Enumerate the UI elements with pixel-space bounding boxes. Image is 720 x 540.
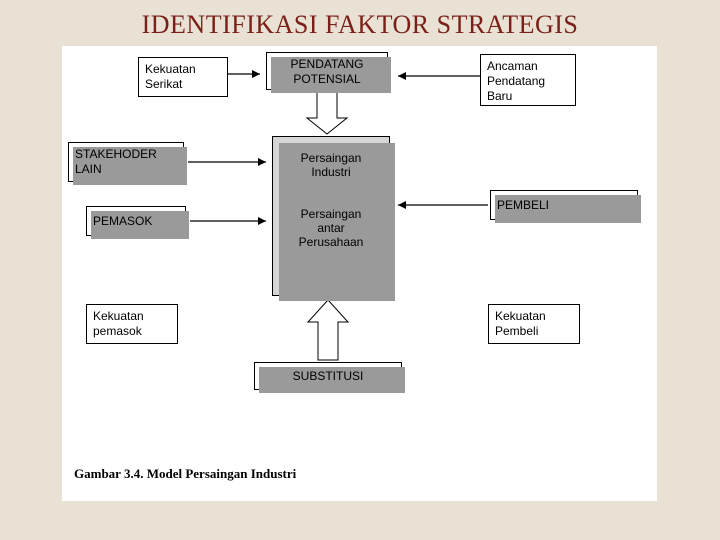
box-pembeli: PEMBELI bbox=[490, 190, 638, 220]
figure-caption: Gambar 3.4. Model Persaingan Industri bbox=[74, 466, 296, 482]
diagram-area: KekuatanSerikat PENDATANGPOTENSIAL Ancam… bbox=[62, 46, 657, 501]
box-kekuatan-serikat: KekuatanSerikat bbox=[138, 57, 228, 97]
arrow-bottom-up bbox=[308, 300, 348, 360]
arrow-top-down bbox=[307, 92, 347, 134]
label: AncamanPendatangBaru bbox=[487, 59, 545, 103]
arrow-serikat-right bbox=[228, 70, 260, 78]
slide-title: IDENTIFIKASI FAKTOR STRATEGIS bbox=[0, 10, 720, 40]
box-kekuatan-pemasok: Kekuatanpemasok bbox=[86, 304, 178, 344]
arrow-pembeli-left bbox=[398, 201, 488, 209]
arrow-pemasok-right bbox=[190, 217, 266, 225]
box-substitusi: SUBSTITUSI bbox=[254, 362, 402, 390]
box-kekuatan-pembeli: KekuatanPembeli bbox=[488, 304, 580, 344]
label: STAKEHODERLAIN bbox=[75, 147, 157, 176]
box-pendatang-potensial: PENDATANGPOTENSIAL bbox=[266, 52, 388, 90]
arrow-stakeholder-right bbox=[188, 158, 266, 166]
label: PEMBELI bbox=[497, 198, 549, 212]
label: PEMASOK bbox=[93, 214, 152, 228]
label: KekuatanPembeli bbox=[495, 309, 546, 338]
center-top-label: PersainganIndustri bbox=[273, 137, 389, 179]
box-pemasok: PEMASOK bbox=[86, 206, 186, 236]
box-ancaman-pendatang: AncamanPendatangBaru bbox=[480, 54, 576, 106]
label: SUBSTITUSI bbox=[293, 369, 364, 383]
arrow-ancaman-left bbox=[398, 72, 480, 80]
label: Kekuatanpemasok bbox=[93, 309, 144, 338]
label: PENDATANGPOTENSIAL bbox=[291, 57, 364, 86]
box-stakeholder: STAKEHODERLAIN bbox=[68, 142, 184, 182]
center-bottom-label: PersainganantarPerusahaan bbox=[273, 179, 389, 249]
label: KekuatanSerikat bbox=[145, 62, 196, 91]
center-box: PersainganIndustri PersainganantarPerusa… bbox=[272, 136, 390, 296]
